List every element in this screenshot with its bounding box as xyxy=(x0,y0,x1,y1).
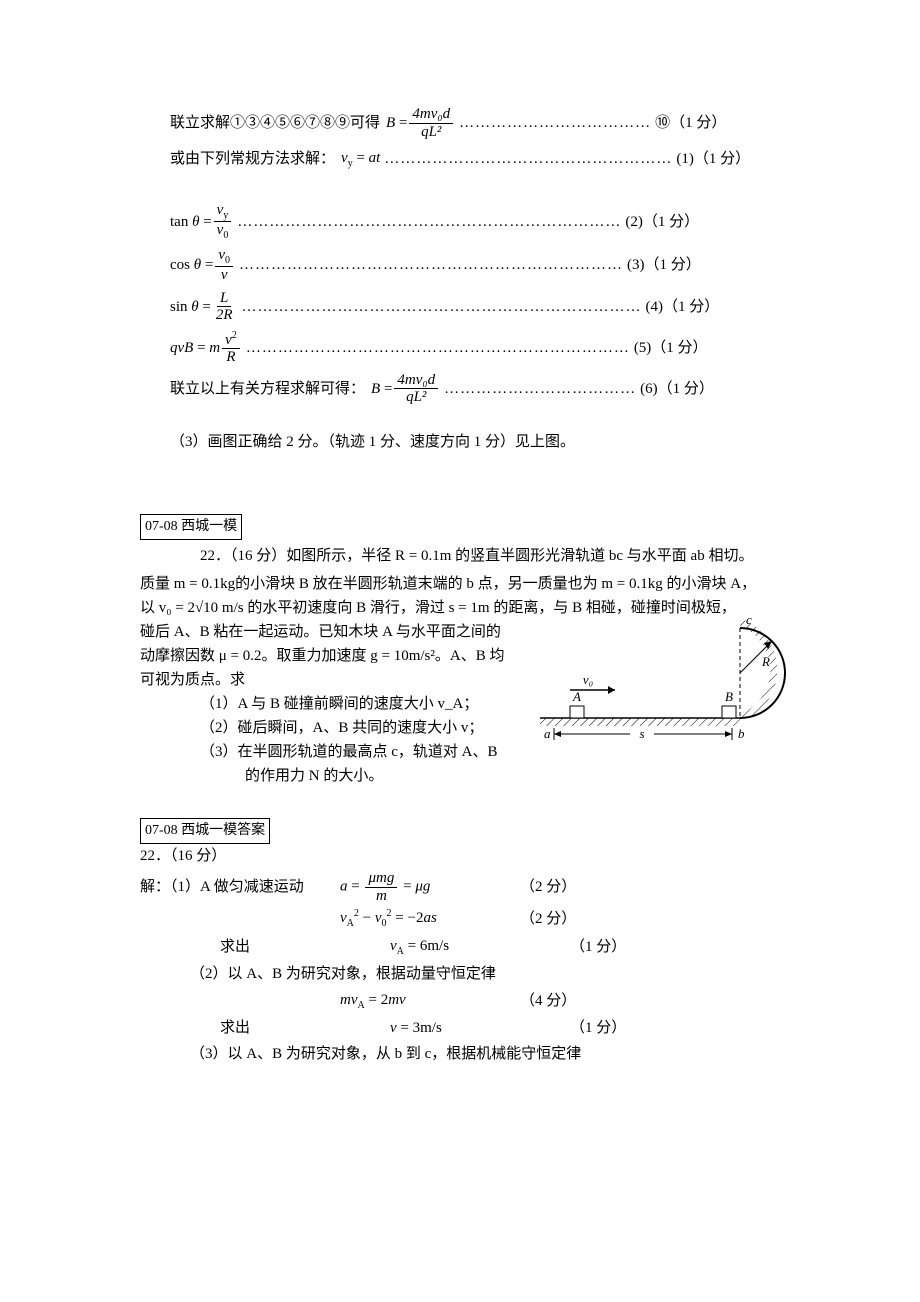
problem-diagram: A v₀ B R c a b s xyxy=(530,598,790,768)
eq-5: qvB = m v2R ……………………………………………………………… (5)… xyxy=(140,330,780,366)
eq-4: sin θ = L2R ………………………………………………………………… (4… xyxy=(140,290,780,324)
eq-10-tag: ⑩（1 分） xyxy=(655,111,726,135)
label-v0: v₀ xyxy=(583,672,593,687)
eq-10: 联立求解①③④⑤⑥⑦⑧⑨可得 B = 4mv₀dqL² ………………………………… xyxy=(140,106,780,140)
part3-note: （3）画图正确给 2 分。（轨迹 1 分、速度方向 1 分）见上图。 xyxy=(140,430,780,454)
eq-2: tan θ = vyv0 ……………………………………………………………… (2… xyxy=(140,202,780,241)
eq-10-prefix: 联立求解①③④⑤⑥⑦⑧⑨可得 xyxy=(170,111,380,135)
label-c: c xyxy=(746,612,752,627)
label-s: s xyxy=(639,726,644,741)
label-b: b xyxy=(738,726,745,741)
label-a: a xyxy=(544,726,551,741)
solution-equations: 联立求解①③④⑤⑥⑦⑧⑨可得 B = 4mv₀dqL² ………………………………… xyxy=(140,106,780,454)
problem-22: 07-08 西城一模 22．（16 分）如图所示，半径 R = 0.1m 的竖直… xyxy=(140,514,780,788)
label-R: R xyxy=(761,654,770,669)
answer-22: 07-08 西城一模答案 22．（16 分） 解：（1）A 做匀减速运动 a =… xyxy=(140,818,780,1066)
ans-row-1: 解：（1）A 做匀减速运动 a = μmgm = μg （2 分） xyxy=(140,870,780,904)
answer-header: 22．（16 分） xyxy=(140,844,780,868)
label-B: B xyxy=(725,689,733,704)
answer-label: 07-08 西城一模答案 xyxy=(140,818,270,844)
exam-label: 07-08 西城一模 xyxy=(140,514,242,540)
alt-method-intro: 或由下列常规方法求解： vy = at ……………………………………………… (… xyxy=(140,146,780,172)
label-A: A xyxy=(572,689,581,704)
eq-3: cos θ = v0v ……………………………………………………………… (3)… xyxy=(140,247,780,284)
eq-6: 联立以上有关方程求解可得： B = 4mv₀dqL² ……………………………… … xyxy=(140,372,780,406)
